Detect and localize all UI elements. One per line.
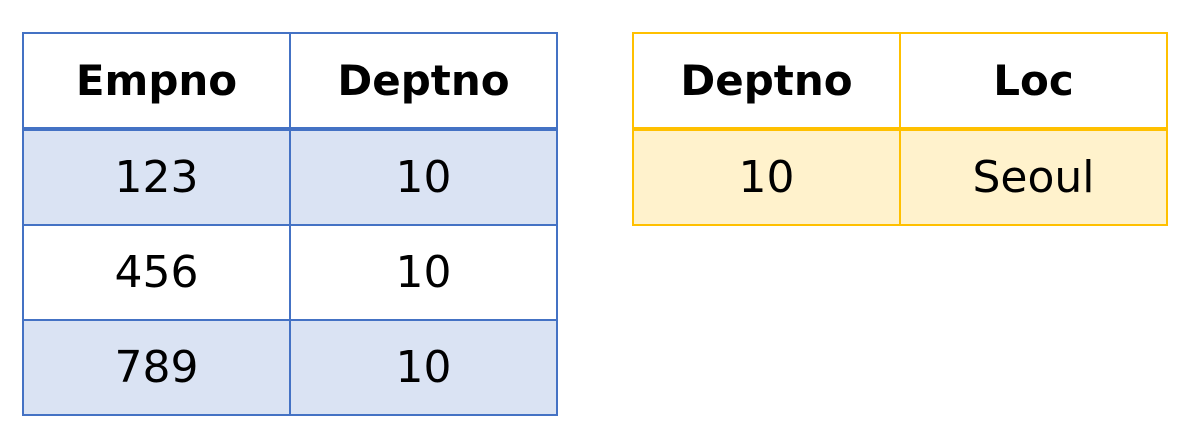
emp-table-row: 789 10 (22, 319, 558, 416)
emp-cell-empno: 456 (22, 224, 291, 321)
emp-cell-empno: 123 (22, 128, 291, 226)
dept-table-row: 10 Seoul (632, 128, 1168, 226)
dept-header-row: Deptno Loc (632, 32, 1168, 131)
emp-table-row: 123 10 (22, 128, 558, 226)
emp-cell-empno: 789 (22, 319, 291, 416)
emp-cell-deptno: 10 (289, 224, 558, 321)
emp-header-empno: Empno (22, 32, 291, 131)
dept-table: Deptno Loc 10 Seoul (632, 32, 1168, 226)
dept-cell-loc: Seoul (899, 128, 1168, 226)
dept-header-loc: Loc (899, 32, 1168, 131)
emp-cell-deptno: 10 (289, 319, 558, 416)
emp-table: Empno Deptno 123 10 456 10 789 10 (22, 32, 558, 416)
dept-header-deptno: Deptno (632, 32, 901, 131)
emp-cell-deptno: 10 (289, 128, 558, 226)
dept-cell-deptno: 10 (632, 128, 901, 226)
emp-header-deptno: Deptno (289, 32, 558, 131)
emp-table-row: 456 10 (22, 224, 558, 321)
emp-header-row: Empno Deptno (22, 32, 558, 131)
